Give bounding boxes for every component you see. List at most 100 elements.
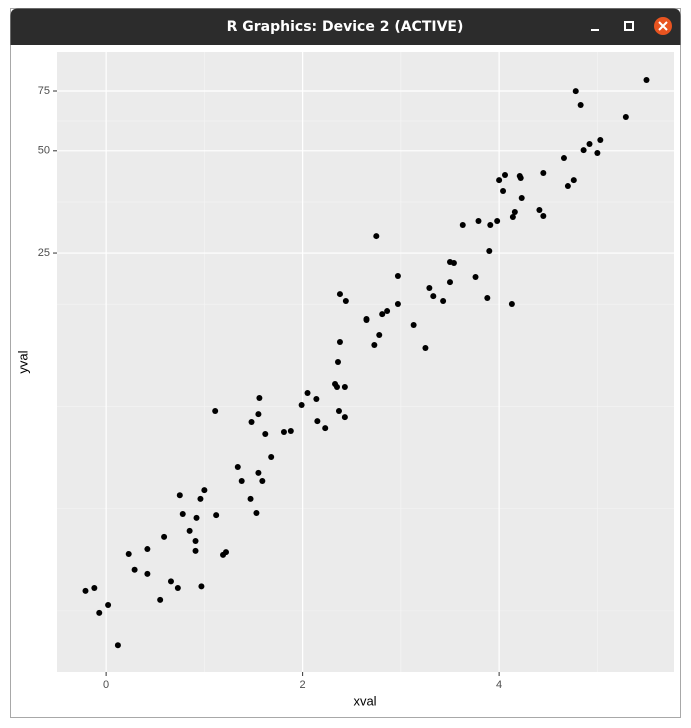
point: [125, 550, 132, 557]
title-bar: [10, 8, 681, 45]
point: [248, 419, 255, 426]
point: [373, 233, 380, 240]
point: [105, 601, 112, 608]
point: [298, 402, 305, 409]
point: [201, 487, 208, 494]
point: [487, 222, 494, 229]
point: [262, 431, 269, 438]
point: [144, 546, 151, 553]
point: [341, 414, 348, 421]
x-tick-label: 2: [300, 679, 306, 691]
point: [379, 311, 386, 318]
point: [341, 384, 348, 391]
point: [304, 389, 311, 396]
point: [540, 170, 547, 177]
point: [197, 495, 204, 502]
point: [450, 260, 457, 267]
point: [176, 492, 183, 499]
point: [255, 469, 262, 476]
point: [193, 514, 200, 521]
maximize-button[interactable]: [624, 21, 634, 31]
point: [314, 418, 321, 425]
point: [167, 578, 174, 585]
point: [198, 583, 205, 590]
close-icon[interactable]: [658, 21, 668, 31]
point: [494, 218, 501, 225]
point: [500, 188, 507, 195]
point: [643, 77, 650, 84]
point: [247, 495, 254, 502]
point: [572, 88, 579, 95]
point: [410, 321, 417, 328]
point: [192, 547, 199, 554]
point: [577, 102, 584, 109]
point: [192, 537, 199, 544]
point: [96, 609, 103, 616]
point: [484, 295, 491, 302]
y-axis-title: yval: [15, 350, 30, 373]
point: [394, 301, 401, 308]
point: [540, 213, 547, 220]
point: [253, 510, 260, 517]
point: [313, 396, 320, 403]
x-tick-label: 0: [103, 679, 109, 691]
point: [586, 141, 593, 148]
point: [509, 214, 516, 221]
point: [334, 384, 341, 391]
point: [394, 273, 401, 280]
point: [622, 113, 629, 120]
y-tick-label: 50: [38, 145, 50, 157]
point: [564, 183, 571, 190]
point: [259, 478, 266, 485]
point: [174, 585, 181, 592]
point: [157, 596, 164, 603]
point: [256, 394, 263, 401]
point: [376, 332, 383, 339]
point: [212, 407, 219, 414]
point: [161, 533, 168, 540]
point: [335, 407, 342, 414]
point: [186, 527, 193, 534]
point: [422, 345, 429, 352]
point: [234, 464, 241, 471]
panel: [57, 52, 674, 672]
point: [238, 478, 245, 485]
point: [486, 248, 493, 255]
point: [213, 512, 220, 519]
point: [336, 291, 343, 298]
x-axis-title: xval: [353, 693, 376, 708]
point: [336, 338, 343, 345]
point: [371, 342, 378, 349]
point: [255, 411, 262, 418]
point: [268, 454, 275, 461]
point: [446, 279, 453, 286]
point: [430, 293, 437, 300]
point: [342, 298, 349, 305]
point: [322, 425, 329, 432]
point: [363, 315, 370, 322]
point: [222, 549, 229, 556]
point: [508, 301, 515, 308]
point: [334, 359, 341, 366]
point: [518, 195, 525, 202]
point: [287, 428, 294, 435]
point: [517, 175, 524, 182]
point: [179, 511, 186, 518]
point: [511, 209, 518, 216]
y-tick-label: 75: [38, 85, 50, 97]
point: [280, 429, 287, 436]
close-button[interactable]: [654, 17, 672, 35]
y-tick-label: 25: [38, 247, 50, 259]
x-tick-label: 4: [496, 679, 502, 691]
point: [82, 587, 89, 594]
point: [144, 570, 151, 577]
point: [440, 298, 447, 305]
point: [472, 274, 479, 281]
point: [570, 177, 577, 184]
point: [91, 585, 98, 592]
point: [597, 137, 604, 144]
point: [594, 150, 601, 157]
point: [496, 177, 503, 184]
point: [475, 218, 482, 225]
